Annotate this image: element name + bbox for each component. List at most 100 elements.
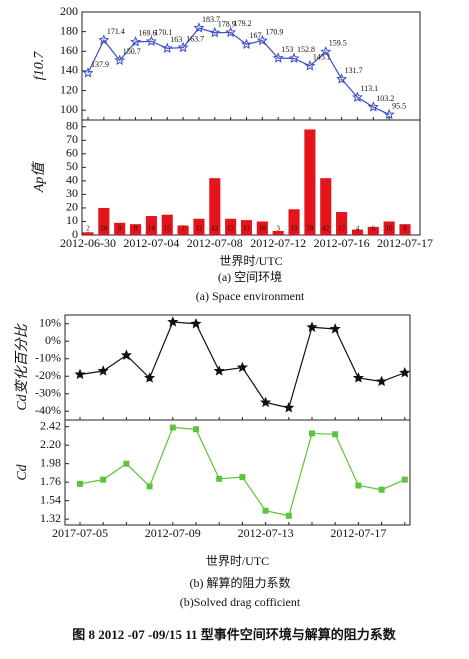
y-tick-label: 20 — [66, 200, 78, 214]
data-label: 15 — [164, 225, 172, 233]
y-tick-label: 2.42 — [40, 418, 61, 432]
marker — [213, 365, 225, 376]
data-label: 8 — [134, 225, 138, 233]
data-label: 42 — [211, 225, 219, 233]
data-label: 20 — [100, 225, 108, 233]
y-tick-label: 100 — [60, 102, 78, 116]
data-label: 8 — [403, 225, 407, 233]
y-tick-label: -10% — [35, 351, 61, 365]
y-tick-label: 30 — [66, 186, 78, 200]
data-label: 163.7 — [186, 34, 204, 43]
marker — [82, 67, 94, 78]
y-tick-label: 200 — [60, 4, 78, 18]
y-tick-label: 1.32 — [40, 511, 61, 525]
marker — [225, 26, 237, 38]
marker — [167, 316, 179, 327]
x-axis-label: 世界时/UTC — [219, 254, 282, 268]
bar — [399, 224, 411, 235]
data-label: 103.2 — [376, 94, 394, 103]
y-axis-label: Ap值 — [31, 161, 47, 194]
bar — [351, 229, 363, 235]
data-label: 10 — [259, 225, 267, 233]
marker — [306, 321, 318, 332]
x-axis-label: 世界时/UTC — [206, 554, 269, 568]
data-label: 163 — [170, 35, 182, 44]
marker — [355, 482, 362, 489]
data-label: 11 — [243, 225, 250, 233]
marker — [351, 91, 363, 103]
marker — [98, 34, 110, 45]
bar — [272, 230, 284, 235]
marker — [120, 349, 132, 360]
data-label: 17 — [338, 225, 346, 233]
plot-frame — [81, 119, 421, 236]
x-tick-label: 2012-06-30 — [60, 236, 116, 250]
data-label: 169.6 — [139, 29, 157, 38]
x-tick-label: 2012-07-12 — [250, 236, 306, 250]
data-label: 167 — [250, 31, 262, 40]
x-tick-label: 2012-07-17 — [377, 236, 433, 250]
marker — [309, 430, 315, 437]
marker — [320, 45, 332, 57]
marker — [77, 480, 83, 487]
data-label: 9 — [118, 225, 122, 233]
marker — [193, 22, 205, 33]
data-label: 78 — [306, 225, 314, 233]
marker — [288, 52, 300, 64]
y-tick-label: 2.20 — [40, 437, 61, 451]
bar — [130, 224, 142, 235]
data-label: 6 — [372, 225, 376, 233]
data-label: 12 — [195, 225, 203, 233]
marker — [383, 108, 395, 120]
y-axis-label: f10.7 — [32, 51, 47, 80]
data-label: 170.9 — [265, 27, 283, 36]
bar — [240, 220, 253, 235]
y-axis-label: Cd变化百分比 — [14, 322, 30, 410]
marker — [123, 460, 130, 467]
caption: (b) 解算的阻力系数 — [190, 575, 291, 590]
y-tick-label: 70 — [66, 132, 78, 146]
caption: (a) 空间环境 — [218, 269, 282, 284]
data-label: 153 — [281, 45, 293, 54]
bar — [367, 226, 379, 235]
bar — [288, 209, 300, 235]
marker — [145, 35, 157, 47]
bar — [304, 129, 316, 235]
data-label: 3 — [276, 225, 280, 233]
marker — [285, 512, 292, 519]
marker — [336, 73, 348, 84]
data-label: 10 — [386, 225, 394, 233]
data-label: 12 — [227, 225, 235, 233]
marker — [146, 483, 153, 490]
marker — [376, 375, 388, 387]
y-tick-label: 180 — [60, 23, 78, 37]
plot-frame — [64, 314, 411, 421]
y-tick-label: -40% — [35, 403, 61, 417]
marker — [256, 34, 268, 46]
data-label: 131.7 — [345, 66, 363, 75]
figure-caption: 图 8 2012 -07 -09/15 11 型事件空间环境与解算的阻力系数 — [72, 627, 397, 642]
data-label: 145.1 — [313, 53, 331, 62]
y-tick-label: 60 — [66, 146, 78, 160]
marker — [190, 318, 202, 329]
marker — [272, 52, 284, 63]
marker — [401, 476, 408, 483]
y-tick-label: 1.76 — [40, 474, 61, 488]
x-tick-label: 2012-07-04 — [123, 236, 179, 250]
bar — [256, 221, 268, 235]
data-label: 2 — [86, 225, 90, 233]
data-label: 152.8 — [297, 45, 315, 54]
marker — [209, 26, 221, 38]
marker — [216, 475, 223, 482]
line — [79, 426, 406, 517]
marker — [332, 431, 339, 438]
marker — [378, 486, 385, 493]
bar — [114, 222, 126, 235]
data-label: 179.2 — [234, 19, 252, 28]
marker — [177, 41, 189, 53]
marker — [100, 476, 107, 483]
bar — [225, 218, 237, 235]
x-tick-label: 2012-07-09 — [145, 526, 201, 540]
marker — [304, 60, 316, 71]
